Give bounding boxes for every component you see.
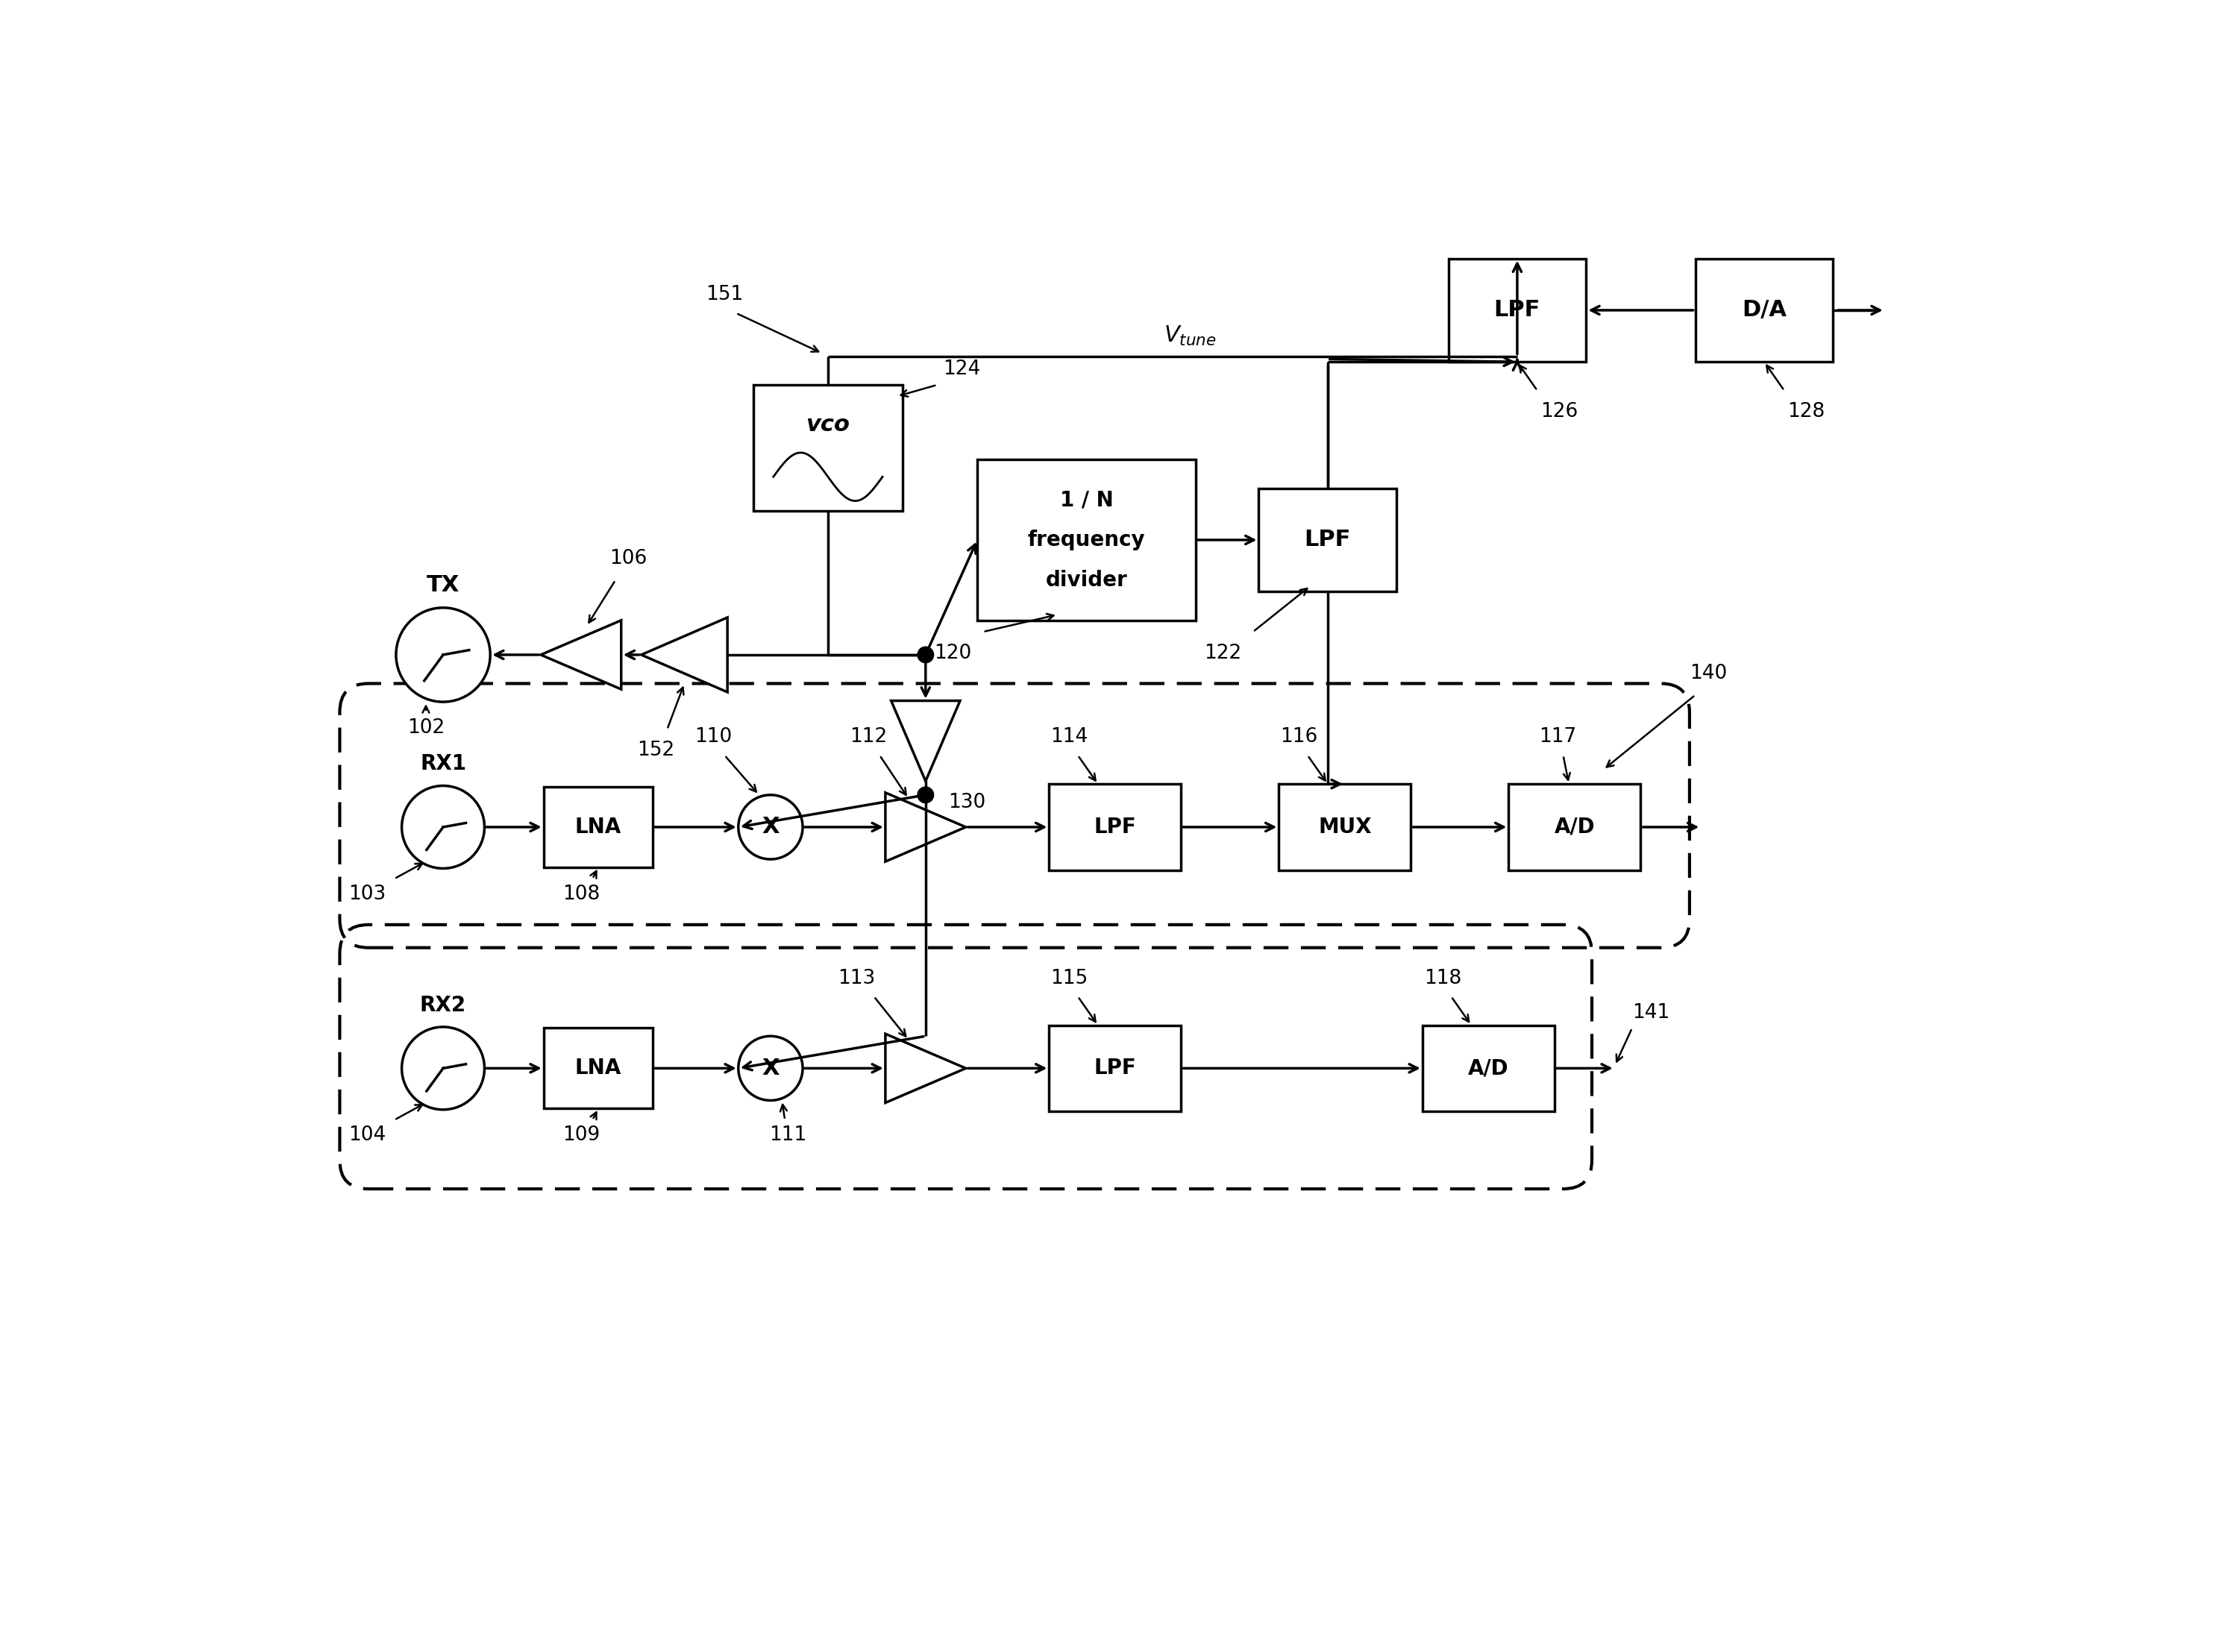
Polygon shape	[890, 700, 961, 781]
Text: 106: 106	[609, 548, 646, 568]
Text: 126: 126	[1541, 401, 1579, 421]
Bar	[545, 1028, 653, 1108]
Text: 116: 116	[1280, 727, 1317, 747]
Text: A/D: A/D	[1468, 1057, 1510, 1079]
Circle shape	[401, 786, 485, 869]
Text: X: X	[762, 816, 779, 838]
Text: LPF: LPF	[1094, 1057, 1136, 1079]
Text: A/D: A/D	[1554, 816, 1594, 838]
Circle shape	[917, 786, 934, 803]
Circle shape	[737, 795, 804, 859]
Bar	[1049, 785, 1182, 871]
Circle shape	[737, 1036, 804, 1100]
Text: frequency: frequency	[1027, 530, 1145, 550]
Polygon shape	[886, 1034, 965, 1104]
Text: $V_{tune}$: $V_{tune}$	[1165, 324, 1215, 347]
Text: 124: 124	[943, 360, 981, 380]
Bar	[1696, 259, 1833, 362]
Bar	[1049, 1026, 1182, 1112]
Polygon shape	[642, 618, 728, 692]
Circle shape	[396, 608, 489, 702]
Text: RX1: RX1	[421, 753, 467, 775]
Text: X: X	[762, 1057, 779, 1079]
Text: divider: divider	[1045, 570, 1127, 590]
Text: 118: 118	[1424, 968, 1461, 988]
Bar	[1421, 1026, 1554, 1112]
Text: LPF: LPF	[1304, 529, 1351, 550]
Bar	[976, 459, 1196, 621]
Circle shape	[401, 1028, 485, 1110]
Text: 122: 122	[1204, 643, 1242, 662]
Text: 111: 111	[768, 1125, 806, 1145]
Text: LPF: LPF	[1494, 299, 1541, 320]
Text: 114: 114	[1049, 727, 1087, 747]
Text: 140: 140	[1689, 664, 1727, 684]
Text: D/A: D/A	[1742, 299, 1787, 320]
Polygon shape	[540, 621, 622, 689]
Text: 117: 117	[1539, 727, 1576, 747]
Text: 152: 152	[638, 742, 675, 760]
Bar	[1508, 785, 1641, 871]
Text: 151: 151	[706, 286, 744, 304]
Text: RX2: RX2	[421, 995, 467, 1016]
Text: 103: 103	[348, 884, 385, 904]
Text: 113: 113	[837, 968, 875, 988]
Text: 112: 112	[850, 727, 888, 747]
Text: 1 / N: 1 / N	[1061, 489, 1114, 510]
Text: 115: 115	[1049, 968, 1087, 988]
Bar	[545, 786, 653, 867]
Bar	[1448, 259, 1585, 362]
Text: MUX: MUX	[1317, 816, 1370, 838]
Text: 104: 104	[348, 1125, 385, 1145]
Bar	[1280, 785, 1410, 871]
Text: vco: vco	[806, 415, 850, 436]
Text: 130: 130	[948, 793, 985, 813]
Text: LNA: LNA	[576, 816, 622, 838]
Text: TX: TX	[427, 575, 461, 596]
Text: LNA: LNA	[576, 1057, 622, 1079]
Text: 120: 120	[934, 643, 972, 662]
Text: 141: 141	[1632, 1003, 1669, 1023]
Circle shape	[917, 646, 934, 662]
Text: 102: 102	[407, 719, 445, 737]
Bar	[1260, 489, 1397, 591]
Text: 110: 110	[695, 727, 733, 747]
Text: 109: 109	[562, 1125, 600, 1145]
Text: 128: 128	[1787, 401, 1824, 421]
Text: LPF: LPF	[1094, 816, 1136, 838]
Bar	[753, 385, 903, 510]
Polygon shape	[886, 793, 965, 862]
Text: 108: 108	[562, 884, 600, 904]
